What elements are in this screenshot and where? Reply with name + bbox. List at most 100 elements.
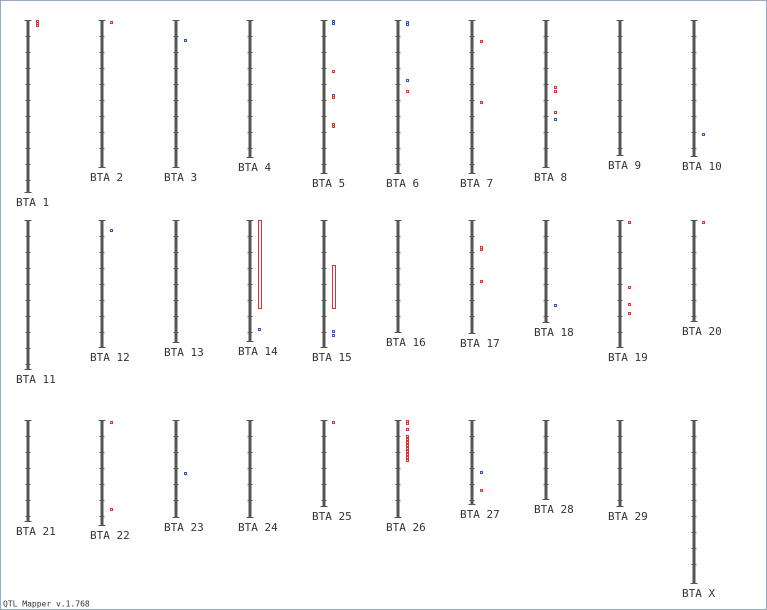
chromosome-label: BTA 4 [238,161,271,174]
chromosome-label: BTA 11 [16,373,56,386]
chromosome-label: BTA 23 [164,521,204,534]
chromosome [470,20,474,174]
qtl-marker [406,422,409,425]
qtl-marker [184,472,187,475]
chromosome-label: BTA 18 [534,326,574,339]
chromosome-label: BTA 1 [16,196,49,209]
qtl-interval [332,265,336,309]
chromosome-label: BTA 15 [312,351,352,364]
chromosome [26,220,30,370]
chromosome-label: BTA 21 [16,525,56,538]
qtl-marker [406,447,409,450]
qtl-marker [628,286,631,289]
qtl-marker [628,221,631,224]
chromosome [544,420,548,500]
chromosome-label: BTA 9 [608,159,641,172]
qtl-interval [258,220,262,309]
chromosome-label: BTA 12 [90,351,130,364]
qtl-marker [332,330,335,333]
qtl-marker [36,24,39,27]
chromosome [396,20,400,174]
qtl-marker [258,328,261,331]
chromosome [544,220,548,323]
qtl-marker [554,86,557,89]
qtl-marker [480,489,483,492]
qtl-marker [110,421,113,424]
qtl-marker [406,435,409,438]
chromosome-label: BTA 20 [682,325,722,338]
chromosome [618,20,622,156]
chromosome [248,20,252,158]
chromosome [26,420,30,522]
qtl-marker [702,221,705,224]
qtl-marker [332,22,335,25]
chromosome-label: BTA 27 [460,508,500,521]
chromosome-label: BTA 16 [386,336,426,349]
chromosome-label: BTA 8 [534,171,567,184]
qtl-marker [480,248,483,251]
chromosome [470,420,474,505]
qtl-marker [406,79,409,82]
chromosome-label: BTA 10 [682,160,722,173]
qtl-marker [406,23,409,26]
qtl-marker [480,40,483,43]
qtl-marker [184,39,187,42]
qtl-marker [406,441,409,444]
chromosome-label: BTA 5 [312,177,345,190]
chromosome [100,20,104,168]
chromosome-label: BTA 17 [460,337,500,350]
qtl-marker [406,444,409,447]
chromosome [174,220,178,343]
chromosome-label: BTA 6 [386,177,419,190]
chromosome-label: BTA X [682,587,715,600]
chromosome-label: BTA 28 [534,503,574,516]
chromosome [322,420,326,507]
chromosome-label: BTA 24 [238,521,278,534]
chromosome-label: BTA 14 [238,345,278,358]
chromosome-label: BTA 29 [608,510,648,523]
qtl-marker [628,312,631,315]
qtl-marker [110,229,113,232]
qtl-marker [332,421,335,424]
chromosome-label: BTA 22 [90,529,130,542]
chromosome-label: BTA 2 [90,171,123,184]
qtl-marker [628,303,631,306]
qtl-marker [406,456,409,459]
qtl-marker [480,471,483,474]
chromosome [396,220,400,333]
qtl-marker [332,96,335,99]
qtl-marker [110,508,113,511]
chromosome [692,220,696,322]
qtl-marker [406,428,409,431]
chromosome [100,420,104,526]
chromosome [322,20,326,174]
chromosome [26,20,30,193]
qtl-marker [554,111,557,114]
chromosome-label: BTA 19 [608,351,648,364]
qtl-marker [554,304,557,307]
chromosome [544,20,548,168]
chromosome [470,220,474,334]
qtl-marker [406,453,409,456]
qtl-marker [332,70,335,73]
chromosome [692,20,696,157]
chromosome-label: BTA 3 [164,171,197,184]
qtl-marker [480,101,483,104]
footer: QTL Mapper v.1.768 [3,600,90,609]
qtl-marker [554,90,557,93]
qtl-marker [480,280,483,283]
chromosome [174,20,178,168]
qtl-marker [332,334,335,337]
qtl-marker [406,459,409,462]
chromosome [248,220,252,342]
chromosome-label: BTA 7 [460,177,493,190]
qtl-marker [406,438,409,441]
qtl-marker [406,90,409,93]
chromosome-label: BTA 25 [312,510,352,523]
qtl-marker [702,133,705,136]
chromosome-label: BTA 26 [386,521,426,534]
qtl-marker [110,21,113,24]
